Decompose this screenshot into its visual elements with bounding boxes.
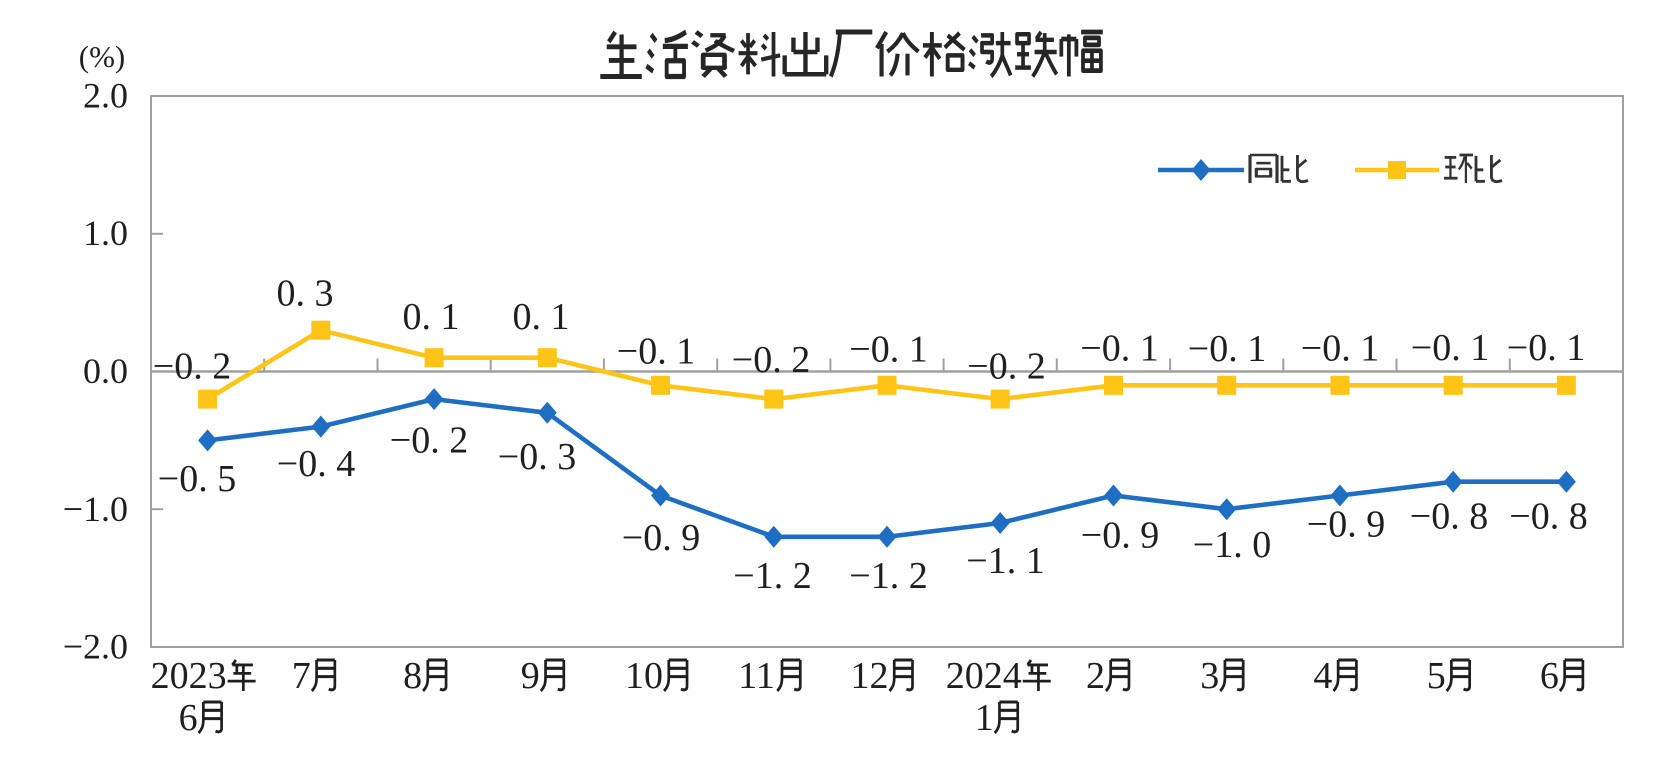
svg-text:−0. 9: −0. 9: [1307, 504, 1385, 546]
svg-text:6: 6: [179, 697, 198, 739]
svg-text:−0. 1: −0. 1: [1507, 327, 1585, 369]
svg-text:2: 2: [1086, 655, 1105, 697]
svg-text:−0. 5: −0. 5: [158, 458, 236, 500]
svg-text:−0. 1: −0. 1: [617, 331, 695, 373]
svg-text:0.0: 0.0: [83, 351, 128, 391]
svg-text:−2.0: −2.0: [63, 627, 128, 667]
svg-text:0. 3: 0. 3: [277, 273, 334, 315]
svg-text:1.0: 1.0: [83, 213, 128, 253]
svg-text:−0. 8: −0. 8: [1410, 496, 1488, 538]
svg-text:3: 3: [1200, 655, 1219, 697]
svg-text:−1. 2: −1. 2: [733, 555, 811, 597]
svg-text:0. 1: 0. 1: [513, 296, 570, 338]
svg-text:1: 1: [975, 697, 994, 739]
svg-text:−0. 8: −0. 8: [1509, 496, 1587, 538]
svg-text:−0. 1: −0. 1: [1188, 328, 1266, 370]
svg-text:6: 6: [1540, 655, 1559, 697]
svg-text:−1. 1: −1. 1: [966, 540, 1044, 582]
svg-text:8: 8: [403, 655, 422, 697]
svg-text:9: 9: [521, 655, 540, 697]
svg-text:−1. 2: −1. 2: [849, 555, 927, 597]
svg-text:−0. 2: −0. 2: [153, 346, 231, 388]
svg-text:−0. 9: −0. 9: [622, 517, 700, 559]
svg-text:−1. 0: −1. 0: [1193, 524, 1271, 566]
svg-text:−0. 3: −0. 3: [498, 436, 576, 478]
svg-text:2.0: 2.0: [83, 76, 128, 116]
svg-text:11: 11: [738, 655, 775, 697]
svg-text:4: 4: [1313, 655, 1332, 697]
svg-text:−0. 1: −0. 1: [1301, 328, 1379, 370]
svg-text:−0. 9: −0. 9: [1081, 515, 1159, 557]
svg-text:−0. 4: −0. 4: [277, 443, 355, 485]
svg-text:−0. 1: −0. 1: [849, 329, 927, 371]
svg-text:0. 1: 0. 1: [403, 296, 460, 338]
svg-text:−1.0: −1.0: [63, 489, 128, 529]
svg-text:−0. 1: −0. 1: [1080, 328, 1158, 370]
svg-text:(%): (%): [79, 39, 125, 74]
svg-text:2024: 2024: [946, 655, 1022, 697]
svg-text:10: 10: [625, 655, 663, 697]
svg-text:−0. 2: −0. 2: [967, 346, 1045, 388]
svg-text:−0. 2: −0. 2: [732, 339, 810, 381]
svg-text:−0. 1: −0. 1: [1411, 327, 1489, 369]
svg-text:7: 7: [292, 655, 311, 697]
svg-text:5: 5: [1427, 655, 1446, 697]
svg-text:12: 12: [851, 655, 889, 697]
svg-text:2023: 2023: [151, 655, 227, 697]
svg-text:−0. 2: −0. 2: [390, 420, 468, 462]
